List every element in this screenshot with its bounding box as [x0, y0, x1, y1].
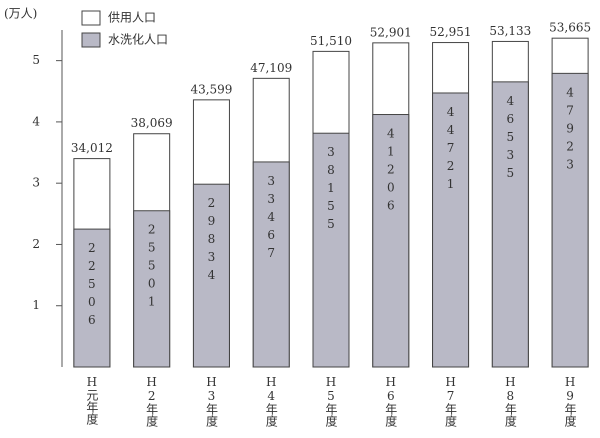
y-tick-label: 2 [32, 237, 40, 251]
inner-label: 29834 [204, 196, 218, 286]
bar [133, 210, 171, 368]
inner-label: 44721 [444, 105, 458, 195]
legend-swatch [81, 10, 101, 26]
total-label: 38,069 [131, 116, 173, 130]
bar [491, 81, 529, 368]
x-tick-label: H元年度 [85, 375, 99, 425]
bar [312, 132, 350, 368]
y-tick-label: 4 [32, 114, 40, 128]
bar [372, 114, 410, 368]
bar [73, 228, 111, 368]
x-tick-label: H2年度 [145, 375, 159, 427]
inner-label: 38155 [324, 145, 338, 235]
x-tick-label: H9年度 [563, 375, 577, 427]
total-label: 53,133 [489, 24, 531, 38]
inner-label: 41206 [384, 127, 398, 217]
y-axis-unit: (万人) [4, 7, 37, 21]
inner-label: 25501 [145, 223, 159, 313]
legend-label: 水洗化人口 [108, 33, 168, 47]
legend-label: 供用人口 [108, 11, 156, 25]
bar [192, 183, 230, 368]
total-label: 34,012 [71, 141, 113, 155]
bar [432, 92, 470, 368]
y-tick-label: 5 [32, 53, 40, 67]
total-label: 47,109 [250, 61, 292, 75]
x-tick-label: H3年度 [204, 375, 218, 427]
total-label: 43,599 [190, 82, 232, 96]
y-tick-label: 1 [32, 298, 40, 312]
bar [252, 161, 290, 368]
inner-label: 47923 [563, 85, 577, 175]
x-tick-label: H5年度 [324, 375, 338, 427]
x-tick-label: H4年度 [264, 375, 278, 427]
y-tick-label: 3 [32, 176, 40, 190]
total-label: 52,951 [430, 25, 472, 39]
x-tick-label: H8年度 [503, 375, 517, 427]
total-label: 52,901 [370, 25, 412, 39]
inner-label: 33467 [264, 174, 278, 264]
total-label: 51,510 [310, 34, 352, 48]
x-tick-label: H6年度 [384, 375, 398, 427]
total-label: 53,665 [549, 21, 591, 35]
legend-swatch [81, 32, 101, 48]
inner-label: 22506 [85, 241, 99, 331]
inner-label: 46535 [503, 94, 517, 184]
bar [551, 72, 589, 368]
x-tick-label: H7年度 [444, 375, 458, 427]
